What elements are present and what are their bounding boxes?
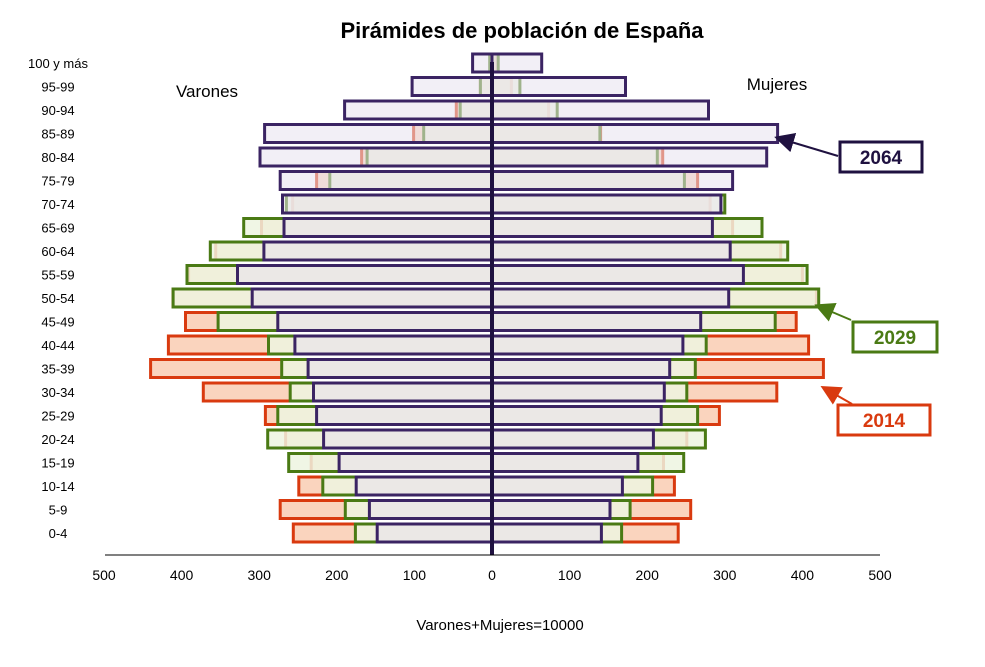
legend-arrow [774, 133, 839, 157]
age-tick-label: 65-69 [41, 221, 74, 236]
bar-2064-mujeres [490, 170, 735, 191]
x-tick-label: 400 [170, 567, 194, 583]
bar-2064-mujeres [490, 217, 714, 238]
bar-2064-varones [293, 334, 494, 356]
bar-2064-mujeres [490, 428, 655, 450]
age-tick-label: 70-74 [41, 197, 74, 212]
bar-2064-mujeres [490, 311, 703, 332]
age-axis: 0-4 5-9 10-14 15-19 20-24 25-29 30-34 35-39 40-4… [28, 56, 88, 541]
bars-group [149, 52, 825, 555]
bar-2064-varones [278, 170, 494, 191]
bar-2064-mujeres [490, 240, 732, 262]
bar-2064-varones [322, 428, 494, 450]
age-tick-label: 75-79 [41, 174, 74, 189]
varones-label: Varones [176, 82, 238, 101]
legend-box-2029 [851, 320, 939, 354]
bar-2064-varones [375, 522, 494, 544]
x-axis-ticks: 500 400 300 200 100 0 100 200 300 400 500 [92, 567, 892, 583]
bar-2064-varones [337, 452, 494, 473]
age-tick-label: 60-64 [41, 244, 74, 259]
legend-arrow [820, 386, 853, 405]
legend-box-2064 [838, 140, 924, 174]
mujeres-label: Mujeres [747, 75, 807, 94]
age-tick-label: 15-19 [41, 456, 74, 471]
age-tick-label: 45-49 [41, 315, 74, 330]
x-tick-label: 100 [558, 567, 582, 583]
bar-2064-mujeres [490, 522, 603, 544]
bar-2064-varones [282, 217, 494, 238]
bar-2064-varones [263, 123, 494, 144]
age-tick-label: 30-34 [41, 385, 74, 400]
bar-2064-mujeres [490, 264, 745, 285]
bar-2064-varones [343, 99, 494, 121]
bar-2064-varones [367, 499, 494, 520]
age-tick-label: 5-9 [49, 503, 68, 518]
bar-2064-mujeres [490, 499, 612, 520]
bar-2064-mujeres [490, 146, 769, 168]
age-tick-label: 0-4 [49, 526, 68, 541]
legend-box-2014 [836, 403, 932, 437]
x-tick-label: 200 [325, 567, 349, 583]
x-tick-label: 300 [713, 567, 737, 583]
bar-2064-mujeres [490, 76, 627, 97]
bar-2064-mujeres [490, 52, 544, 74]
bar-2064-mujeres [490, 99, 710, 121]
age-tick-label: 80-84 [41, 150, 74, 165]
bar-2064-varones [471, 52, 494, 74]
bar-2064-mujeres [490, 358, 672, 379]
x-tick-label: 500 [92, 567, 116, 583]
age-tick-label: 20-24 [41, 432, 74, 447]
bar-2064-mujeres [490, 193, 723, 215]
x-tick-label: 400 [791, 567, 815, 583]
legend: 2064 2029 2014 [774, 133, 939, 437]
bar-2064-mujeres [490, 287, 731, 309]
age-tick-label: 50-54 [41, 291, 74, 306]
chart-title: Pirámides de población de España [340, 18, 704, 43]
bar-2064-varones [354, 475, 494, 497]
x-axis-label: Varones+Mujeres=10000 [416, 617, 583, 634]
bar-2064-varones [410, 76, 494, 97]
legend-label-2064: 2064 [860, 148, 903, 169]
legend-label-2014: 2014 [863, 411, 906, 432]
legend-label-2029: 2029 [874, 328, 916, 349]
bar-2064-varones [315, 405, 494, 426]
x-tick-label: 300 [248, 567, 272, 583]
bar-2064-mujeres [490, 405, 663, 426]
bar-2064-varones [262, 240, 494, 262]
x-tick-label: 100 [403, 567, 427, 583]
age-tick-label: 40-44 [41, 338, 74, 353]
bar-2064-varones [258, 146, 494, 168]
bar-2064-mujeres [490, 334, 685, 356]
x-tick-label: 500 [868, 567, 892, 583]
age-tick-label: 100 y más [28, 56, 88, 71]
bar-2064-varones [236, 264, 494, 285]
age-tick-label: 95-99 [41, 80, 74, 95]
age-tick-label: 55-59 [41, 268, 74, 283]
bar-2064-mujeres [490, 475, 624, 497]
age-tick-label: 85-89 [41, 127, 74, 142]
bar-2064-mujeres [490, 123, 780, 144]
legend-arrow [814, 303, 852, 322]
bar-2064-mujeres [490, 452, 640, 473]
age-tick-label: 25-29 [41, 409, 74, 424]
bar-2064-varones [312, 381, 494, 403]
x-tick-label: 200 [636, 567, 660, 583]
age-tick-label: 90-94 [41, 103, 74, 118]
age-tick-label: 10-14 [41, 479, 74, 494]
bar-2064-varones [306, 358, 494, 379]
bar-2064-mujeres [490, 381, 666, 403]
bar-2064-varones [281, 193, 494, 215]
age-tick-label: 35-39 [41, 362, 74, 377]
x-tick-label: 0 [488, 567, 496, 583]
bar-2064-varones [276, 311, 494, 332]
bar-2064-varones [250, 287, 494, 309]
